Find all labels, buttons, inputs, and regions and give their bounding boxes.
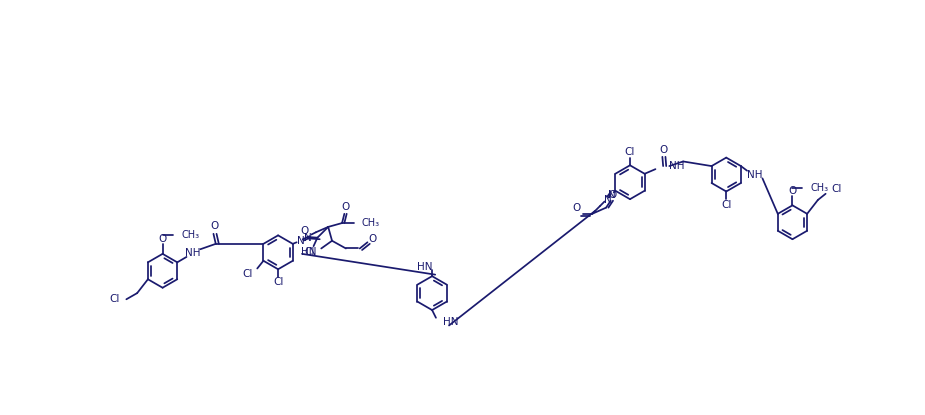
Text: NH: NH (185, 248, 201, 258)
Text: NH: NH (670, 161, 684, 171)
Text: Cl: Cl (722, 200, 732, 210)
Text: NH: NH (747, 170, 762, 180)
Text: O: O (158, 234, 166, 244)
Text: N: N (608, 190, 615, 200)
Text: O: O (210, 221, 218, 231)
Text: O: O (368, 234, 376, 244)
Text: CH₃: CH₃ (181, 230, 199, 240)
Text: HN: HN (443, 317, 459, 327)
Text: Cl: Cl (242, 269, 253, 279)
Text: HN: HN (302, 247, 316, 256)
Text: CH₃: CH₃ (811, 183, 829, 193)
Text: N: N (297, 236, 304, 246)
Text: Cl: Cl (273, 277, 283, 287)
Text: O: O (659, 145, 667, 155)
Text: O: O (573, 203, 581, 213)
Text: Cl: Cl (110, 294, 120, 304)
Text: CH₃: CH₃ (362, 218, 379, 228)
Text: O: O (301, 226, 308, 236)
Text: Cl: Cl (304, 247, 315, 256)
Text: Cl: Cl (624, 147, 635, 157)
Text: N: N (304, 234, 312, 244)
Text: O: O (608, 190, 616, 200)
Text: O: O (341, 202, 350, 212)
Text: HN: HN (416, 262, 432, 272)
Text: N: N (604, 195, 611, 205)
Text: Cl: Cl (832, 184, 842, 194)
Text: O: O (788, 186, 796, 196)
